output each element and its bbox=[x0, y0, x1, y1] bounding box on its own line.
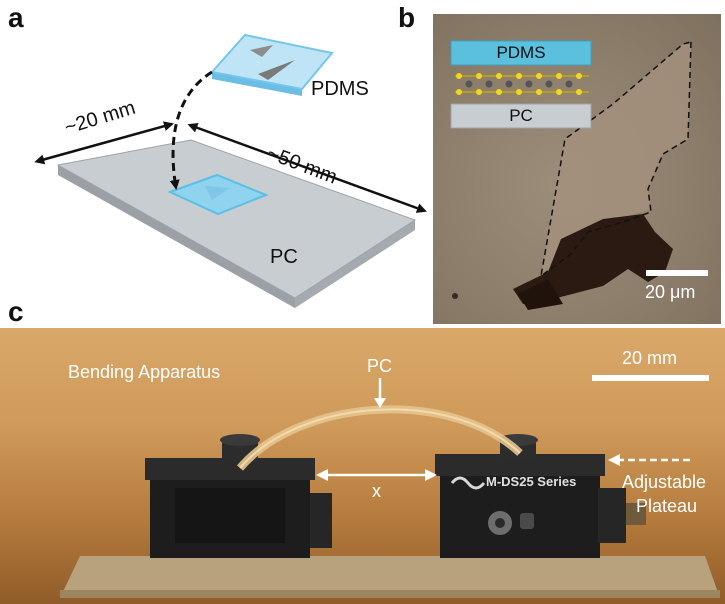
micro-scalebar-label: 20 μm bbox=[645, 282, 696, 302]
stage-brand-label: M-DS25 Series bbox=[486, 474, 577, 489]
flake-1 bbox=[250, 45, 273, 57]
inset-pc-layer bbox=[450, 103, 592, 129]
inset-crystal-layer bbox=[455, 73, 589, 95]
pc-substrate-front bbox=[295, 220, 415, 308]
pdms-stamp-side bbox=[212, 72, 302, 96]
flake-2 bbox=[258, 60, 295, 80]
panel-letter-a: a bbox=[8, 2, 24, 33]
inset-pc-label: PC bbox=[509, 106, 533, 125]
photo-pc-label: PC bbox=[367, 356, 393, 376]
transfer-arrow bbox=[169, 70, 213, 190]
pdms-label: PDMS bbox=[311, 78, 369, 100]
bending-apparatus-title: Bending Apparatus bbox=[68, 362, 221, 382]
apparatus-photo: Bending Apparatus PC 20 mm x M-DS25 Seri… bbox=[0, 328, 725, 604]
length-dimension-arrow bbox=[187, 122, 427, 213]
pc-label: PC bbox=[270, 246, 298, 268]
micro-scalebar bbox=[646, 270, 708, 276]
width-dimension-arrow bbox=[34, 121, 174, 165]
panel-a-schematic bbox=[34, 33, 427, 308]
thick-flake bbox=[513, 214, 673, 304]
panel-letter-c: c bbox=[8, 296, 24, 327]
adjustable-label: Adjustable bbox=[622, 472, 707, 492]
base-plate bbox=[60, 556, 720, 598]
flake-outline bbox=[539, 41, 692, 278]
pc-substrate-bottom bbox=[58, 165, 295, 308]
flake-region bbox=[541, 44, 691, 276]
inset-pdms-label: PDMS bbox=[496, 43, 546, 62]
panel-letter-b: b bbox=[398, 2, 416, 33]
photo-scalebar-label: 20 mm bbox=[622, 348, 678, 368]
micrograph: PDMS PC 20 μm bbox=[433, 14, 721, 324]
inset-pdms-layer bbox=[450, 40, 592, 66]
x-label: x bbox=[372, 481, 381, 501]
photo-scalebar bbox=[592, 375, 709, 381]
plateau-label: Plateau bbox=[636, 496, 698, 516]
pdms-stamp bbox=[210, 33, 334, 91]
